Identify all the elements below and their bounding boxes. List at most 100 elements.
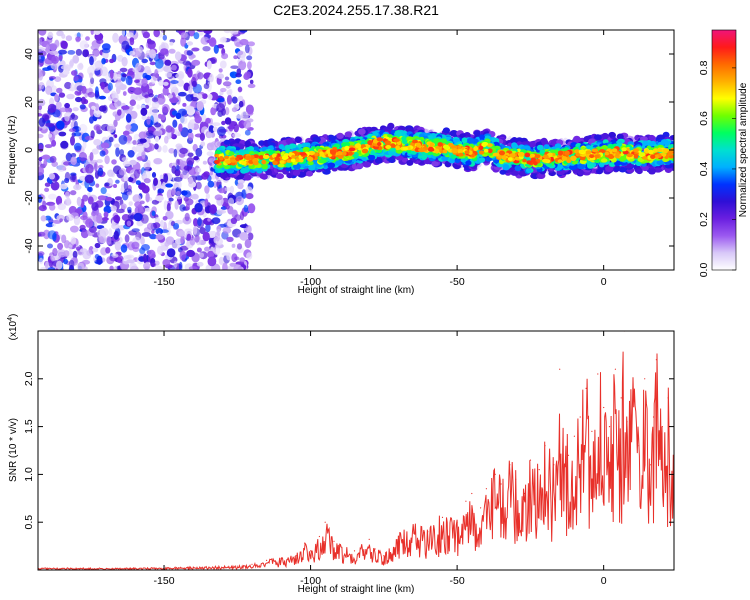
noise-cell — [179, 147, 188, 154]
noise-cell — [107, 82, 113, 91]
noise-cell — [93, 108, 102, 118]
noise-cell — [178, 123, 183, 132]
noise-cell — [183, 165, 192, 171]
noise-cell — [195, 147, 203, 157]
noise-cell — [213, 44, 219, 54]
noise-cell — [122, 91, 127, 96]
noise-cell — [226, 89, 232, 96]
noise-cell — [73, 184, 82, 191]
noise-cell — [159, 114, 166, 121]
noise-cell — [44, 182, 51, 187]
noise-cell — [65, 191, 70, 199]
noise-cell — [245, 193, 254, 200]
noise-cell — [131, 241, 140, 250]
noise-cell — [92, 48, 100, 57]
noise-cell — [231, 243, 236, 248]
noise-cell — [200, 141, 206, 147]
noise-cell — [97, 195, 107, 201]
noise-cell — [236, 68, 242, 76]
noise-cell — [207, 76, 214, 82]
noise-cell — [143, 262, 151, 270]
noise-cell — [118, 134, 128, 145]
noise-cell — [51, 139, 57, 147]
noise-cell — [50, 254, 60, 262]
chart-title: C2E3.2024.255.17.38.R21 — [273, 2, 439, 18]
noise-cell — [193, 32, 200, 40]
noise-cell — [60, 40, 68, 50]
noise-cell — [63, 64, 71, 72]
noise-cell — [155, 234, 164, 241]
noise-cell — [63, 258, 68, 265]
noise-cell — [70, 173, 76, 181]
noise-cell — [202, 160, 207, 165]
noise-cell — [79, 104, 86, 110]
noise-cell — [224, 187, 232, 192]
noise-cell — [171, 162, 177, 167]
noise-cell — [170, 80, 179, 84]
noise-cell — [42, 67, 51, 71]
noise-cell — [78, 152, 87, 162]
noise-cell — [126, 220, 132, 227]
noise-cell — [151, 210, 156, 217]
signal-cell — [543, 144, 550, 150]
noise-cell — [213, 180, 218, 189]
noise-cell — [109, 69, 114, 79]
noise-cell — [249, 79, 254, 85]
noise-cell — [154, 122, 162, 128]
noise-cell — [126, 191, 133, 196]
noise-cell — [38, 117, 46, 127]
noise-cell — [47, 243, 53, 249]
signal-cell — [648, 134, 656, 141]
noise-cell — [233, 264, 243, 270]
noise-cell — [186, 41, 194, 46]
signal-cell — [294, 136, 302, 143]
noise-cell — [167, 126, 174, 133]
noise-cell — [215, 231, 221, 242]
noise-cell — [195, 175, 203, 181]
noise-cell — [45, 85, 53, 95]
noise-cell — [54, 76, 62, 82]
noise-cell — [217, 44, 225, 49]
noise-cell — [89, 152, 94, 162]
noise-cell — [217, 126, 226, 137]
noise-cell — [129, 99, 136, 106]
noise-cell — [246, 252, 253, 260]
noise-cell — [81, 259, 91, 265]
noise-cell — [142, 170, 151, 180]
noise-cell — [45, 122, 55, 128]
noise-cell — [58, 49, 67, 55]
noise-cell — [90, 130, 95, 139]
noise-cell — [38, 109, 42, 114]
signal-cell — [362, 161, 371, 168]
noise-cell — [162, 259, 171, 267]
noise-cell — [194, 234, 200, 243]
noise-cell — [64, 198, 72, 206]
noise-cell — [82, 141, 87, 149]
noise-cell — [83, 266, 88, 270]
noise-cell — [84, 174, 94, 184]
noise-cell — [204, 246, 210, 252]
noise-cell — [135, 180, 141, 186]
noise-cell — [247, 83, 256, 89]
noise-cell — [100, 81, 105, 90]
noise-cell — [172, 119, 178, 128]
noise-cell — [155, 228, 164, 235]
noise-cell — [57, 251, 66, 258]
signal-cell — [540, 137, 548, 144]
signal-cell — [618, 166, 627, 173]
noise-cell — [86, 249, 92, 256]
noise-cell — [92, 247, 99, 253]
noise-cell — [238, 100, 244, 108]
noise-cell — [183, 190, 191, 198]
noise-cell — [90, 159, 98, 164]
noise-cell — [73, 132, 82, 137]
signal-cell — [220, 173, 228, 179]
noise-cell — [137, 138, 144, 145]
noise-cell — [55, 101, 62, 109]
noise-cell — [153, 177, 159, 186]
noise-cell — [136, 104, 141, 110]
noise-cell — [103, 211, 109, 218]
noise-cell — [154, 216, 160, 224]
noise-cell — [58, 131, 67, 137]
noise-cell — [75, 36, 81, 42]
